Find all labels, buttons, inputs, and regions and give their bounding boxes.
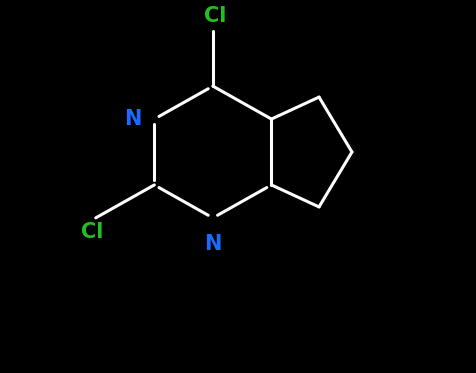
- Text: N: N: [124, 109, 141, 129]
- Text: Cl: Cl: [81, 222, 103, 242]
- Text: Cl: Cl: [203, 6, 226, 26]
- Text: N: N: [204, 234, 221, 254]
